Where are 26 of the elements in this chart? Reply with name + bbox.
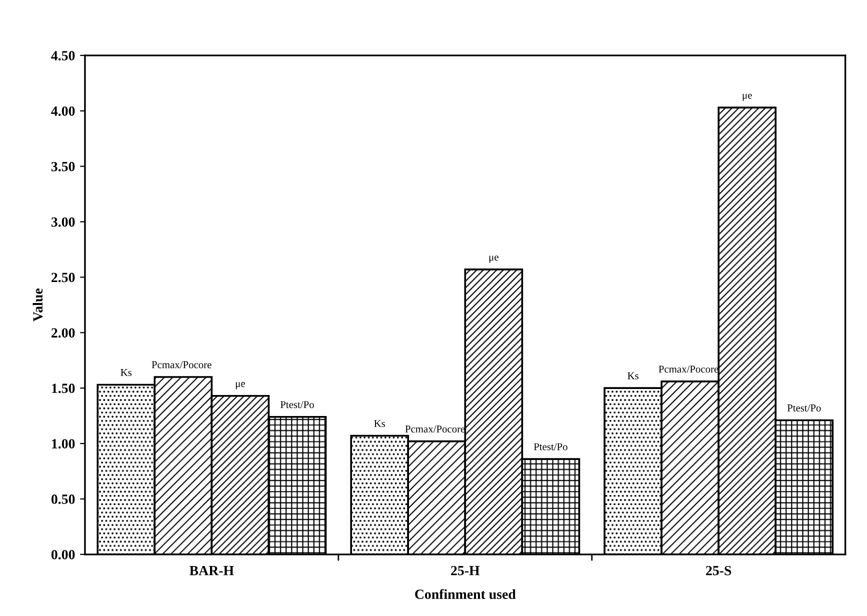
text: Ptest/Po xyxy=(787,404,821,412)
x-tick-label: 25-H xyxy=(451,566,480,576)
y-tick-label: 3.00 xyxy=(51,217,75,227)
text: Ks xyxy=(374,420,386,427)
text: Pcmax/Pocore xyxy=(405,426,465,433)
series-label: Ptest/Po xyxy=(280,401,314,408)
series-label: Ks xyxy=(120,369,132,376)
x-tick-label: BAR-H xyxy=(190,566,234,576)
text: Ptest/Po xyxy=(534,443,568,450)
y-tick-label: 0.00 xyxy=(51,550,75,560)
series-label: μe xyxy=(236,382,245,390)
y-tick-label: 2.00 xyxy=(52,328,75,338)
series-label: Pcmax/Pocore xyxy=(152,361,212,368)
y-tick-label: 3.50 xyxy=(51,162,75,172)
text: μe xyxy=(489,256,498,263)
y-tick-label: 0.50 xyxy=(51,494,75,504)
y-axis-title: Value xyxy=(32,288,43,322)
y-tick-label: 4.00 xyxy=(51,106,75,116)
y-tick-label: 1.00 xyxy=(52,439,75,449)
x-tick-label: 25-S xyxy=(706,566,732,576)
text: μe xyxy=(742,94,752,101)
x-axis-title: Confinment used xyxy=(415,589,516,600)
y-tick-label: 2.50 xyxy=(52,272,75,282)
y-tick-label: 1.50 xyxy=(52,384,75,394)
text: Ks xyxy=(628,372,638,380)
y-tick-label: 4.50 xyxy=(51,51,75,60)
